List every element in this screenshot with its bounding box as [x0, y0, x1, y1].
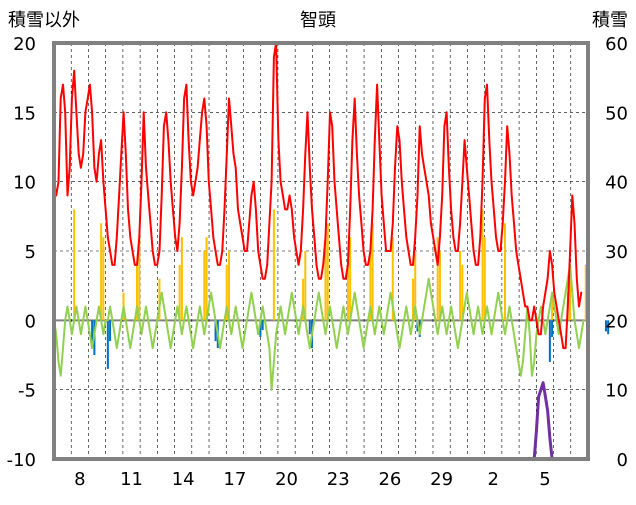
orange-bar: [584, 264, 587, 321]
blue-bar: [308, 320, 311, 335]
orange-bar: [411, 278, 414, 321]
x-tick-label: 20: [275, 469, 298, 490]
blue-bar: [604, 320, 607, 332]
orange-bar: [73, 209, 76, 321]
red-series-line: [53, 42, 583, 350]
blue-bar: [607, 320, 610, 335]
orange-bar: [569, 278, 572, 321]
x-tick-label: 11: [120, 469, 143, 490]
orange-bar: [438, 251, 441, 321]
orange-bar: [369, 251, 372, 321]
blue-bar: [91, 320, 94, 342]
blue-bar: [548, 320, 551, 362]
orange-bar: [100, 223, 103, 321]
orange-bar: [503, 223, 506, 321]
x-tick-label: 26: [378, 469, 401, 490]
orange-bar: [459, 251, 462, 321]
orange-bar: [138, 237, 141, 321]
x-tick-label: 23: [327, 469, 350, 490]
right-y-tick-label: 0: [617, 450, 628, 471]
orange-bar: [326, 223, 329, 321]
left-y-tick-label: -10: [7, 450, 36, 471]
orange-bar: [481, 209, 484, 321]
orange-bar: [436, 237, 439, 321]
x-tick-label: 17: [223, 469, 246, 490]
orange-bar: [203, 251, 206, 321]
blue-bar: [106, 320, 109, 369]
orange-bar: [225, 264, 228, 321]
orange-bar: [205, 237, 208, 321]
right-y-tick-label: 50: [605, 103, 628, 124]
right-y-tick-label: 10: [605, 381, 628, 402]
orange-bar: [391, 237, 394, 321]
left-y-tick-label: -5: [18, 381, 36, 402]
orange-bar: [461, 264, 464, 321]
orange-bar: [324, 237, 327, 321]
bars-layer: [73, 181, 610, 369]
x-tick-label: 14: [172, 469, 195, 490]
chart-title: 智頭: [300, 10, 336, 31]
orange-bar: [346, 264, 349, 321]
right-axis-label: 積雪: [592, 10, 628, 31]
orange-bar: [349, 237, 352, 321]
orange-bar: [304, 251, 307, 321]
right-y-tick-label: 30: [605, 242, 628, 263]
blue-bar: [261, 320, 264, 331]
blue-bar: [551, 320, 554, 337]
orange-bar: [302, 278, 305, 321]
right-y-tick-label: 60: [605, 34, 628, 55]
orange-bar: [158, 278, 161, 321]
orange-bar: [178, 264, 181, 321]
orange-bar: [371, 223, 374, 321]
right-y-tick-label: 40: [605, 173, 628, 194]
green-series-line: [53, 263, 585, 391]
orange-bar: [228, 251, 231, 321]
orange-bar: [272, 209, 275, 321]
blue-bar: [109, 320, 112, 342]
right-y-tick-label: 20: [605, 311, 628, 332]
orange-bar: [483, 237, 486, 321]
blue-bar: [259, 320, 262, 337]
x-tick-label: 5: [539, 469, 550, 490]
x-tick-label: 8: [74, 469, 85, 490]
plot-frame: [52, 41, 590, 461]
orange-bar: [551, 292, 554, 321]
left-y-tick-label: 20: [13, 34, 36, 55]
orange-bar: [180, 237, 183, 321]
left-y-tick-label: 5: [25, 242, 36, 263]
left-axis-label: 積雪以外: [8, 10, 80, 31]
orange-bar: [102, 237, 105, 321]
left-y-tick-label: 0: [25, 311, 36, 332]
left-y-tick-label: 10: [13, 173, 36, 194]
blue-bar: [214, 320, 217, 342]
x-tick-label: 2: [488, 469, 499, 490]
orange-bar: [414, 251, 417, 321]
left-y-tick-label: 15: [13, 103, 36, 124]
ticks-layer: -10 -5 0 5 10 15 20 0 10 20 30 40 50 60 8 11 14 17 20 23 26 2…: [7, 34, 628, 490]
x-tick-label: 29: [430, 469, 453, 490]
orange-bar: [136, 264, 139, 321]
